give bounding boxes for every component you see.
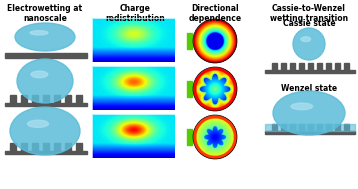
Text: Charge
redistribution: Charge redistribution: [105, 4, 165, 23]
Bar: [5, 151, 87, 154]
Text: Directional
dependence: Directional dependence: [188, 4, 242, 23]
Bar: [92, 18, 175, 62]
Bar: [316, 63, 321, 70]
Bar: [265, 131, 355, 134]
Bar: [299, 63, 304, 70]
Ellipse shape: [28, 120, 48, 127]
Bar: [281, 63, 285, 70]
Bar: [271, 124, 276, 131]
Bar: [265, 124, 355, 131]
Ellipse shape: [273, 91, 345, 135]
Bar: [54, 95, 60, 103]
Bar: [334, 124, 339, 131]
Bar: [325, 124, 330, 131]
Bar: [334, 63, 339, 70]
Bar: [32, 95, 38, 103]
Bar: [92, 114, 175, 158]
Bar: [43, 143, 49, 151]
Ellipse shape: [10, 107, 80, 155]
Ellipse shape: [17, 59, 73, 103]
Bar: [308, 63, 313, 70]
Bar: [5, 103, 87, 106]
Bar: [299, 124, 304, 131]
Ellipse shape: [15, 23, 75, 51]
Bar: [343, 124, 348, 131]
Text: Electrowetting at
nanoscale: Electrowetting at nanoscale: [8, 4, 83, 23]
Bar: [290, 63, 295, 70]
Bar: [187, 129, 192, 145]
Bar: [10, 95, 16, 103]
Bar: [343, 63, 348, 70]
Ellipse shape: [291, 103, 313, 110]
Text: Cassie state: Cassie state: [283, 19, 335, 28]
Bar: [281, 124, 285, 131]
Bar: [76, 143, 82, 151]
Bar: [5, 53, 87, 58]
Ellipse shape: [293, 28, 325, 60]
Ellipse shape: [301, 37, 311, 42]
Bar: [187, 81, 192, 97]
Bar: [265, 70, 355, 73]
Text: Cassie-to-Wenzel
wetting transition: Cassie-to-Wenzel wetting transition: [270, 4, 348, 23]
Bar: [54, 143, 60, 151]
Bar: [76, 95, 82, 103]
Bar: [65, 95, 71, 103]
Bar: [271, 63, 276, 70]
Ellipse shape: [30, 31, 48, 35]
Bar: [32, 143, 38, 151]
Bar: [316, 124, 321, 131]
Ellipse shape: [31, 71, 48, 78]
Bar: [290, 124, 295, 131]
Bar: [308, 124, 313, 131]
Bar: [10, 143, 16, 151]
Bar: [21, 143, 27, 151]
Bar: [21, 95, 27, 103]
Bar: [187, 33, 192, 49]
Text: Wenzel state: Wenzel state: [281, 84, 337, 93]
Bar: [325, 63, 330, 70]
Bar: [92, 66, 175, 110]
Bar: [43, 95, 49, 103]
Bar: [65, 143, 71, 151]
